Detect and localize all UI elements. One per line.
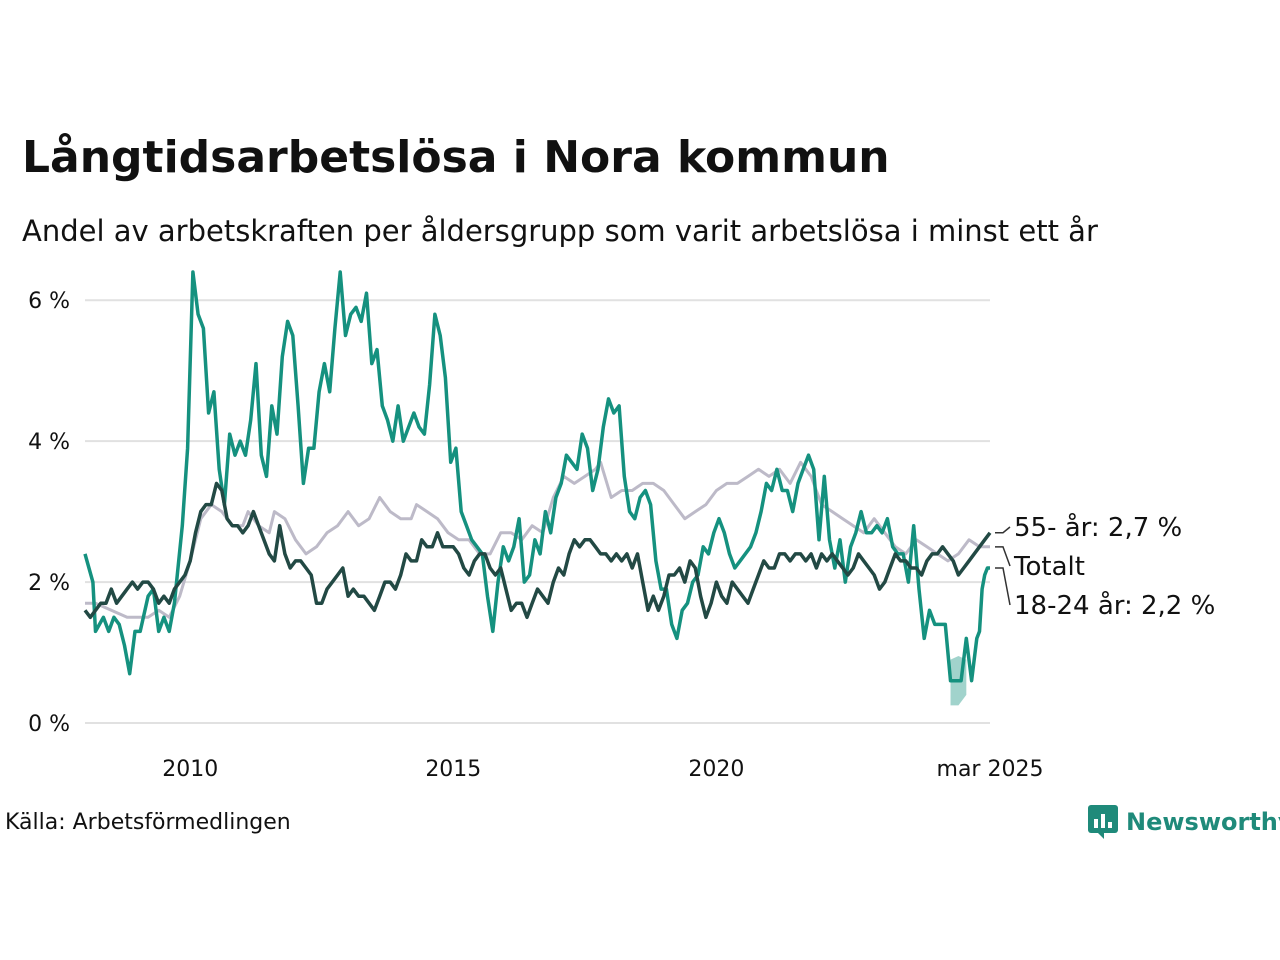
x-tick-label: 2020 — [688, 757, 744, 782]
end-label-older: 55- år: 2,7 % — [1014, 512, 1182, 543]
x-axis: 2010 2015 2020 mar 2025 — [162, 757, 1043, 782]
label-leader — [995, 526, 1011, 534]
end-label-total: Totalt — [1013, 552, 1085, 582]
y-tick-label: 2 % — [28, 571, 70, 596]
source-note: Källa: Arbetsförmedlingen — [5, 810, 291, 835]
brand-logo: Newsworthy — [1088, 805, 1280, 839]
chart-title: Långtidsarbetslösa i Nora kommun — [22, 132, 890, 183]
series-line-youth — [83, 270, 990, 683]
x-tick-label: 2015 — [425, 757, 481, 782]
series-line-older — [83, 481, 992, 620]
y-tick-label: 4 % — [28, 430, 70, 455]
label-leader — [995, 546, 1011, 567]
label-leader — [995, 567, 1011, 606]
x-tick-label: 2010 — [162, 757, 218, 782]
x-tick-label: mar 2025 — [937, 757, 1044, 782]
series-lines — [83, 270, 992, 683]
chart-subtitle: Andel av arbetskraften per åldersgrupp s… — [22, 214, 1098, 248]
bar-chart-icon — [1088, 805, 1118, 839]
brand-name: Newsworthy — [1126, 808, 1280, 836]
y-tick-label: 0 % — [28, 712, 70, 737]
y-axis: 0 % 2 % 4 % 6 % — [28, 289, 70, 737]
end-labels: Totalt 18-24 år: 2,2 % 55- år: 2,7 % — [995, 512, 1215, 621]
gridlines — [85, 299, 990, 724]
y-tick-label: 6 % — [28, 289, 70, 314]
end-label-youth: 18-24 år: 2,2 % — [1014, 590, 1215, 621]
